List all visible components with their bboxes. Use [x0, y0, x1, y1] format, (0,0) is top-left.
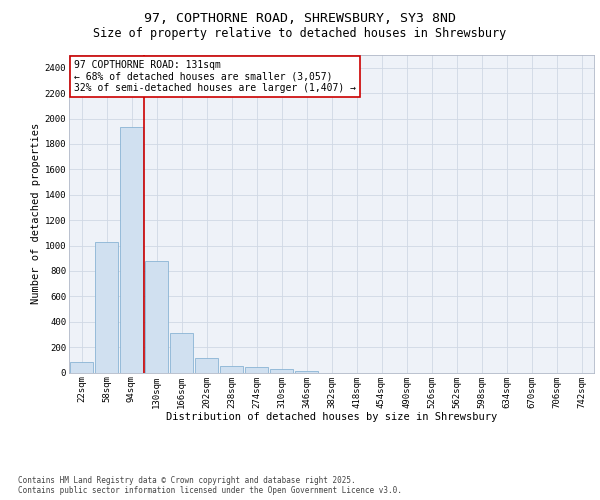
- Bar: [95, 242, 118, 372]
- Text: 97, COPTHORNE ROAD, SHREWSBURY, SY3 8ND: 97, COPTHORNE ROAD, SHREWSBURY, SY3 8ND: [144, 12, 456, 26]
- Bar: [170, 333, 193, 372]
- Bar: [270, 368, 293, 372]
- Bar: [245, 367, 268, 372]
- Text: 97 COPTHORNE ROAD: 131sqm
← 68% of detached houses are smaller (3,057)
32% of se: 97 COPTHORNE ROAD: 131sqm ← 68% of detac…: [74, 60, 356, 93]
- Bar: [295, 370, 318, 372]
- Bar: [220, 366, 243, 372]
- Bar: [70, 362, 93, 372]
- Y-axis label: Number of detached properties: Number of detached properties: [31, 123, 41, 304]
- Bar: [145, 260, 168, 372]
- Text: Size of property relative to detached houses in Shrewsbury: Size of property relative to detached ho…: [94, 28, 506, 40]
- Text: Contains HM Land Registry data © Crown copyright and database right 2025.
Contai: Contains HM Land Registry data © Crown c…: [18, 476, 402, 495]
- Bar: [195, 358, 218, 372]
- Bar: [120, 128, 143, 372]
- X-axis label: Distribution of detached houses by size in Shrewsbury: Distribution of detached houses by size …: [166, 412, 497, 422]
